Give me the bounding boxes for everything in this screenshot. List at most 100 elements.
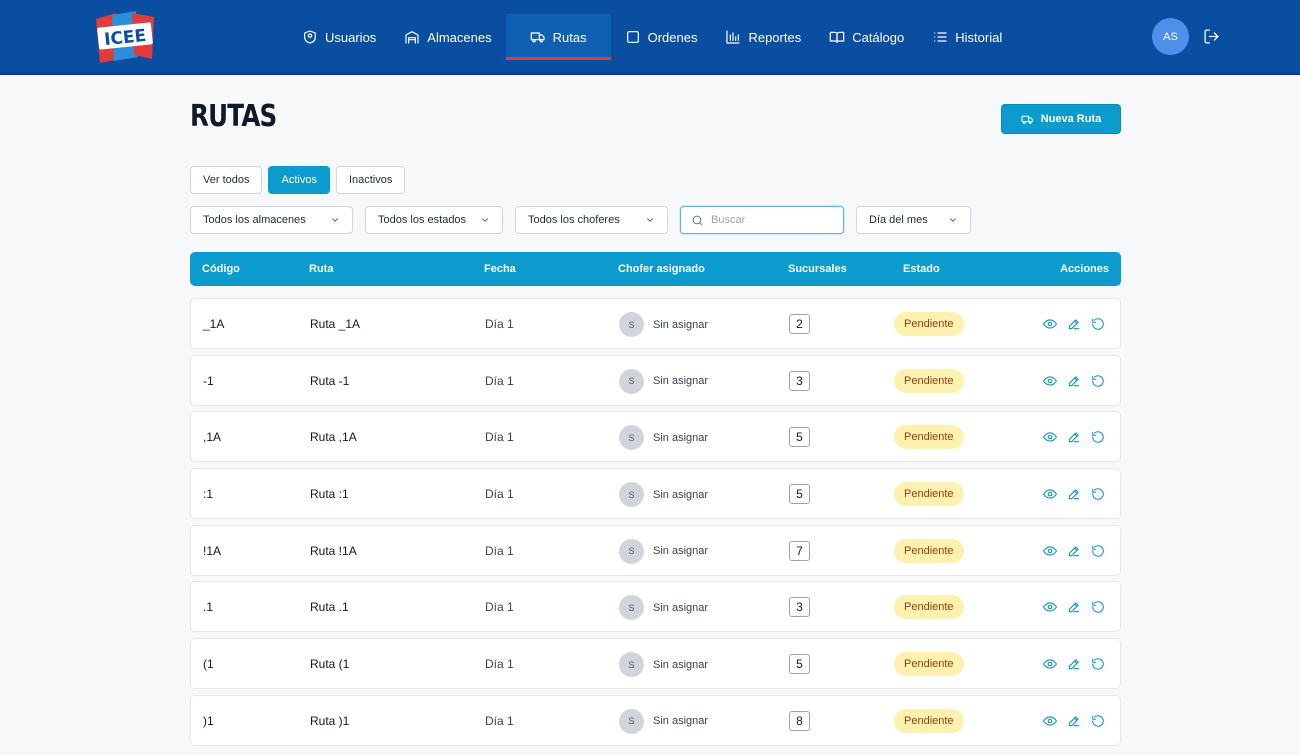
pencil-icon[interactable] (1067, 317, 1081, 331)
status-badge: Pendiente (894, 595, 964, 620)
pencil-icon[interactable] (1067, 714, 1081, 728)
refresh-icon[interactable] (1091, 430, 1105, 444)
nav-label-catalogo: Catálogo (852, 29, 905, 45)
cell-fecha: Día 1 (485, 487, 514, 502)
row-actions (1043, 374, 1105, 388)
logout-button[interactable] (1203, 28, 1220, 45)
dia-select[interactable]: Día del mes (856, 206, 971, 234)
chofer-name: Sin asignar (653, 375, 709, 388)
cell-chofer: S Sin asignar (619, 312, 708, 337)
main-nav: Usuarios Almacenes Rutas Ordenes Reporte… (288, 14, 1016, 60)
nav-item-rutas[interactable]: Rutas (505, 14, 611, 60)
almacenes-select-value: Todos los almacenes (203, 214, 306, 226)
refresh-icon[interactable] (1091, 544, 1105, 558)
status-badge: Pendiente (894, 312, 964, 336)
column-header-sucursales[interactable]: Sucursales (788, 263, 847, 275)
status-badge: Pendiente (894, 482, 964, 507)
status-badge: Pendiente (894, 652, 964, 677)
table-row[interactable]: ,1A Ruta ,1A Día 1 S Sin asignar 5 Pendie… (190, 411, 1121, 463)
nav-item-reportes[interactable]: Reportes (711, 14, 815, 60)
eye-icon[interactable] (1043, 317, 1057, 331)
refresh-icon[interactable] (1091, 374, 1105, 388)
cell-chofer: S Sin asignar (619, 425, 708, 451)
cell-chofer: S Sin asignar (619, 708, 708, 734)
table-row[interactable]: )1 Ruta )1 Día 1 S Sin asignar 8 Pendient… (190, 694, 1121, 746)
tab-ver-todos[interactable]: Ver todos (190, 166, 263, 194)
tab-activos[interactable]: Activos (268, 166, 330, 194)
table-row[interactable]: :1 Ruta :1 Día 1 S Sin asignar 5 Pendient… (190, 468, 1121, 520)
page-title: RUTAS (190, 99, 277, 134)
pencil-icon[interactable] (1067, 487, 1081, 501)
chofer-name: Sin asignar (653, 545, 709, 558)
pencil-icon[interactable] (1067, 600, 1081, 614)
refresh-icon[interactable] (1091, 657, 1105, 671)
column-header-codigo[interactable]: Código (202, 263, 240, 275)
user-avatar[interactable]: AS (1152, 18, 1189, 55)
chevron-down-icon (482, 218, 488, 222)
column-header-estado[interactable]: Estado (903, 263, 940, 275)
cell-sucursales: 3 (789, 370, 810, 391)
truck-icon (530, 32, 545, 43)
cell-sucursales: 5 (789, 427, 810, 448)
eye-icon[interactable] (1043, 714, 1057, 728)
column-header-fecha[interactable]: Fecha (484, 263, 516, 275)
table-row[interactable]: _1A Ruta _1A Día 1 S Sin asignar 2 Pendie… (190, 298, 1121, 349)
shield-icon (304, 30, 316, 44)
cell-sucursales: 5 (789, 484, 810, 505)
table-row[interactable]: -1 Ruta -1 Día 1 S Sin asignar 3 Pendient… (190, 354, 1121, 406)
table-row[interactable]: (1 Ruta (1 Día 1 S Sin asignar 5 Pendient… (190, 638, 1121, 690)
estados-select[interactable]: Todos los estados (365, 206, 503, 234)
cell-codigo: )1 (203, 713, 214, 728)
refresh-icon[interactable] (1091, 487, 1105, 501)
top-navigation-bar: ICEE Usuarios Almacenes Rutas Ordenes Re… (0, 0, 1300, 75)
new-route-label: Nueva Ruta (1040, 113, 1102, 125)
nav-label-reportes: Reportes (748, 29, 802, 45)
cell-ruta: Ruta .1 (310, 600, 349, 615)
pencil-icon[interactable] (1067, 657, 1081, 671)
estados-select-value: Todos los estados (378, 214, 467, 226)
chofer-avatar: S (619, 482, 644, 508)
eye-icon[interactable] (1043, 374, 1057, 388)
eye-icon[interactable] (1043, 600, 1057, 614)
dia-select-value: Día del mes (869, 214, 928, 226)
refresh-icon[interactable] (1091, 600, 1105, 614)
column-header-chofer[interactable]: Chofer asignado (618, 263, 705, 275)
nav-item-catalogo[interactable]: Catálogo (815, 14, 918, 60)
row-actions (1043, 544, 1105, 558)
cell-chofer: S Sin asignar (619, 538, 709, 564)
cell-chofer: S Sin asignar (619, 482, 708, 508)
chofer-name: Sin asignar (653, 318, 709, 331)
nav-item-almacenes[interactable]: Almacenes (390, 14, 505, 60)
nav-item-historial[interactable]: Historial (918, 14, 1016, 60)
cell-chofer: S Sin asignar (619, 368, 709, 394)
new-route-button[interactable]: Nueva Ruta (1001, 104, 1121, 134)
eye-icon[interactable] (1043, 487, 1057, 501)
almacenes-select[interactable]: Todos los almacenes (190, 206, 353, 234)
eye-icon[interactable] (1043, 430, 1057, 444)
pencil-icon[interactable] (1067, 374, 1081, 388)
eye-icon[interactable] (1043, 657, 1057, 671)
icee-logo[interactable]: ICEE (92, 9, 158, 65)
pencil-icon[interactable] (1067, 430, 1081, 444)
cell-ruta: Ruta _1A (310, 317, 361, 331)
choferes-select[interactable]: Todos los choferes (515, 206, 668, 234)
pencil-icon[interactable] (1067, 544, 1081, 558)
nav-item-ordenes[interactable]: Ordenes (611, 14, 712, 60)
nav-item-usuarios[interactable]: Usuarios (288, 14, 390, 60)
table-row[interactable]: .1 Ruta .1 Día 1 S Sin asignar 3 Pendient… (190, 581, 1121, 633)
search-input[interactable] (711, 214, 831, 226)
eye-icon[interactable] (1043, 544, 1057, 558)
refresh-icon[interactable] (1091, 317, 1105, 331)
chofer-avatar: S (619, 425, 644, 451)
tab-inactivos[interactable]: Inactivos (335, 166, 406, 194)
search-icon (692, 215, 703, 225)
cell-fecha: Día 1 (485, 657, 514, 672)
column-header-ruta[interactable]: Ruta (309, 263, 334, 275)
table-row[interactable]: !1A Ruta !1A Día 1 S Sin asignar 7 Pendie… (190, 524, 1121, 576)
square-icon (626, 31, 639, 43)
cell-codigo: !1A (203, 543, 222, 558)
cell-sucursales: 2 (789, 314, 810, 334)
row-actions (1043, 714, 1105, 728)
refresh-icon[interactable] (1091, 714, 1105, 728)
truck-icon (1021, 115, 1033, 124)
